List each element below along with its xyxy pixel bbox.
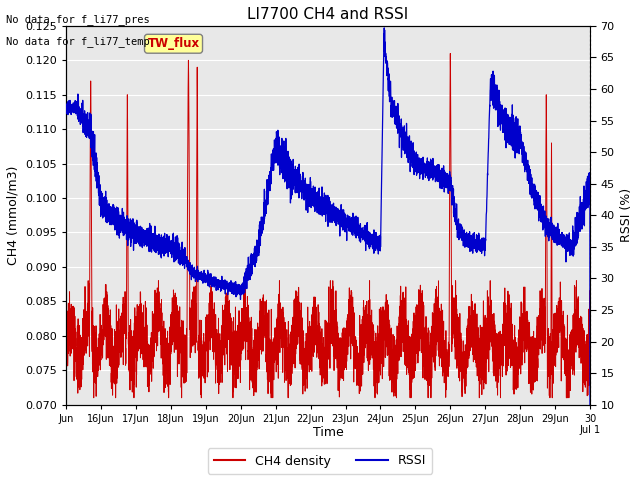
Text: TW_flux: TW_flux [147,37,200,50]
Title: LI7700 CH4 and RSSI: LI7700 CH4 and RSSI [248,7,409,22]
Legend: CH4 density, RSSI: CH4 density, RSSI [208,448,432,474]
X-axis label: Time: Time [313,426,344,440]
Y-axis label: CH4 (mmol/m3): CH4 (mmol/m3) [7,166,20,265]
Text: Jul 1: Jul 1 [579,425,600,435]
Y-axis label: RSSI (%): RSSI (%) [620,188,633,242]
Text: No data for f_li77_temp: No data for f_li77_temp [6,36,150,47]
Text: No data for f_li77_pres: No data for f_li77_pres [6,14,150,25]
